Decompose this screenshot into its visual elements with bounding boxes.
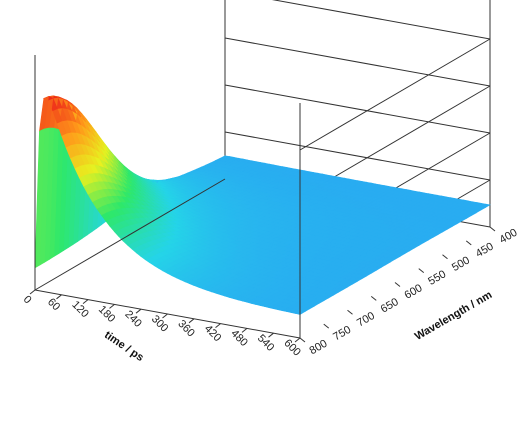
y-axis-title: Wavelength / nm xyxy=(413,289,495,343)
x-tick-mark xyxy=(29,289,36,295)
y-tick-label: 750 xyxy=(331,324,353,344)
x-tick-label: 240 xyxy=(122,308,143,329)
x-axis-title: time / ps xyxy=(102,329,146,364)
surface-plot xyxy=(34,95,491,315)
y-tick-label: 550 xyxy=(426,268,448,288)
x-tick-label: 420 xyxy=(202,323,223,344)
x-tick-label: 300 xyxy=(149,313,170,334)
y-tick-mark xyxy=(323,323,330,329)
x-tick-label: 600 xyxy=(281,337,302,358)
y-tick-label: 700 xyxy=(355,310,377,330)
back-wall-line xyxy=(224,131,491,181)
y-tick-mark xyxy=(347,309,353,315)
y-tick-label: 600 xyxy=(403,282,425,302)
y-tick-label: 800 xyxy=(308,338,330,358)
y-tick-mark xyxy=(394,282,401,287)
y-tick-label: 500 xyxy=(450,254,472,274)
x-tick-mark xyxy=(215,323,221,328)
back-wall-line xyxy=(224,37,491,87)
x-tick-mark xyxy=(162,313,168,319)
y-tick-mark xyxy=(489,226,496,232)
x-tick-mark xyxy=(109,304,115,309)
x-tick-mark xyxy=(135,308,142,314)
x-tick-mark xyxy=(241,328,248,333)
side-wall-line xyxy=(299,38,491,151)
x-tick-mark xyxy=(294,337,301,343)
x-tick-mark xyxy=(56,294,62,300)
surface-cell xyxy=(34,128,45,269)
y-tick-mark xyxy=(465,240,472,246)
x-tick-mark xyxy=(188,318,195,324)
y-tick-mark xyxy=(370,295,377,301)
x-tick-label: 540 xyxy=(255,332,276,353)
x-tick-label: 120 xyxy=(69,299,90,320)
y-tick-mark xyxy=(418,268,425,274)
back-wall-line xyxy=(224,84,491,134)
y-tick-label: 650 xyxy=(379,296,401,316)
x-tick-mark xyxy=(268,332,274,338)
x-tick-label: 480 xyxy=(228,328,249,349)
y-tick-label: 400 xyxy=(498,227,520,247)
x-tick-label: 60 xyxy=(45,296,62,313)
x-tick-label: 0 xyxy=(21,293,34,306)
x-tick-label: 180 xyxy=(96,304,117,325)
back-wall-line xyxy=(271,0,491,40)
x-tick-mark xyxy=(82,299,89,304)
box-edge-wavelength-axis xyxy=(34,178,226,291)
y-tick-mark xyxy=(299,337,306,343)
y-tick-mark xyxy=(442,254,448,260)
x-tick-label: 360 xyxy=(175,318,196,339)
y-tick-label: 450 xyxy=(474,240,496,260)
